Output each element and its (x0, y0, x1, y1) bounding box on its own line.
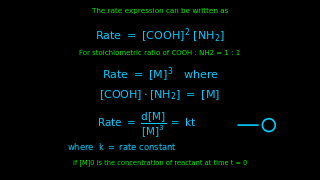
Text: $\mathrm{where\ \ k\ =\ rate\ constant}$: $\mathrm{where\ \ k\ =\ rate\ constant}$ (67, 141, 177, 152)
Text: if [M]0 is the concentration of reactant at time t = 0: if [M]0 is the concentration of reactant… (73, 159, 247, 166)
Text: $\mathrm{Rate\ =\ [M]^3\ \ \ where}$: $\mathrm{Rate\ =\ [M]^3\ \ \ where}$ (101, 66, 219, 84)
Text: $\mathrm{Rate\ =\ \dfrac{d[M]}{[M]^3}\ =\ kt}$: $\mathrm{Rate\ =\ \dfrac{d[M]}{[M]^3}\ =… (97, 110, 197, 139)
Text: The rate expression can be written as: The rate expression can be written as (92, 8, 228, 14)
Ellipse shape (262, 119, 275, 132)
Text: $\mathrm{Rate\ =\ [COOH]^2\ [NH_2]}$: $\mathrm{Rate\ =\ [COOH]^2\ [NH_2]}$ (95, 26, 225, 44)
Text: $\mathrm{[COOH]\cdot[NH_2]\ =\ [M]}$: $\mathrm{[COOH]\cdot[NH_2]\ =\ [M]}$ (100, 88, 220, 102)
Text: 1: 1 (267, 122, 271, 128)
Text: For stoichiometric ratio of COOH : NH2 = 1 : 1: For stoichiometric ratio of COOH : NH2 =… (79, 50, 241, 56)
